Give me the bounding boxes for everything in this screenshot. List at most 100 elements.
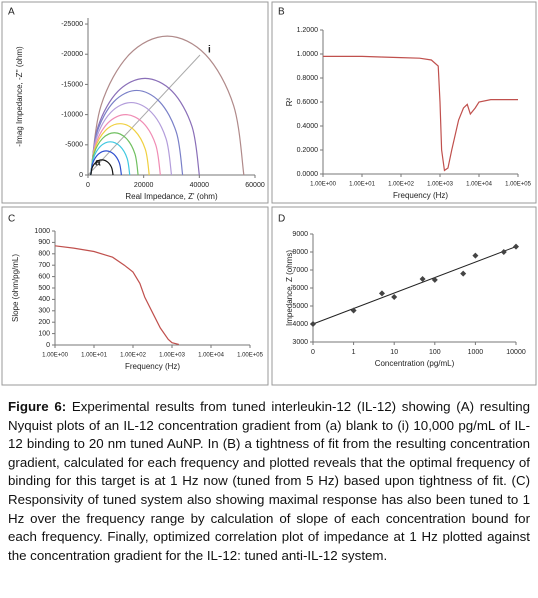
y-tick-label: 1.0000: [297, 51, 319, 58]
y-tick-label: 6000: [292, 285, 308, 292]
trend-line: [312, 246, 517, 325]
x-tick-label: 1.00E+04: [466, 182, 493, 188]
point: [419, 276, 426, 282]
y-tick-label: -20000: [61, 51, 83, 58]
point: [500, 249, 507, 255]
y-tick-label: 9000: [292, 231, 308, 238]
x-axis-title: Concentration (pg/mL): [375, 359, 455, 368]
series-line: [90, 114, 161, 176]
x-tick-label: 1.00E+02: [388, 182, 415, 188]
point: [513, 243, 519, 250]
x-tick-label: 40000: [190, 182, 210, 189]
panel-frame: [271, 1, 537, 204]
caption-label: Figure 6:: [8, 399, 67, 414]
guide-line: [87, 54, 201, 176]
series-line: [90, 132, 139, 176]
series-line: [90, 77, 200, 176]
y-tick-label: -10000: [61, 111, 83, 118]
y-tick-label: 400: [38, 296, 50, 303]
y-tick-label: 0.6000: [297, 99, 319, 106]
caption: Figure 6: Experimental results from tune…: [8, 398, 530, 565]
x-tick-label: 60000: [245, 182, 265, 189]
point: [378, 290, 385, 297]
y-tick-label: 100: [38, 330, 50, 337]
x-tick-label: 10: [390, 349, 398, 356]
x-tick-label: 10000: [506, 349, 526, 356]
y-tick-label: 7000: [292, 267, 308, 274]
y-tick-label: -25000: [61, 21, 83, 28]
annotation: a: [95, 158, 101, 169]
x-axis-title: Frequency (Hz): [125, 362, 180, 371]
point: [350, 307, 357, 314]
x-tick-label: 20000: [134, 182, 154, 189]
point: [431, 276, 438, 283]
series-line: [90, 35, 245, 176]
point: [310, 321, 316, 327]
y-tick-label: 300: [38, 308, 50, 315]
caption-text: Experimental results from tuned interleu…: [8, 399, 530, 563]
x-tick-label: 1: [352, 349, 356, 356]
x-tick-label: 1.00E+03: [159, 353, 186, 359]
x-tick-label: 1000: [468, 349, 484, 356]
x-tick-label: 1.00E+01: [349, 182, 376, 188]
x-axis-title: Real Impedance, Z' (ohm): [125, 192, 218, 201]
x-tick-label: 0: [86, 182, 90, 189]
x-tick-label: 1.00E+00: [42, 353, 69, 359]
series-line: [323, 55, 518, 172]
y-tick-label: 1.2000: [297, 27, 319, 34]
y-tick-label: 3000: [292, 339, 308, 346]
x-tick-label: 1.00E+00: [310, 182, 337, 188]
panel-letter: C: [8, 214, 15, 225]
panel-letter: A: [8, 7, 15, 18]
y-tick-label: 800: [38, 251, 50, 258]
point: [472, 252, 479, 259]
y-tick-label: 5000: [292, 303, 308, 310]
y-tick-label: 600: [38, 273, 50, 280]
y-tick-label: 0: [46, 342, 50, 349]
y-tick-label: 0.2000: [297, 147, 319, 154]
y-tick-label: 200: [38, 319, 50, 326]
annotation: i: [208, 45, 211, 56]
series-line: [90, 141, 131, 176]
series-line: [90, 159, 114, 176]
y-tick-label: 1000: [34, 228, 50, 235]
y-axis-title: Slope (ohm/pg/mL): [11, 254, 20, 322]
x-tick-label: 1.00E+05: [237, 353, 264, 359]
point: [391, 294, 398, 300]
series-line: [90, 150, 122, 176]
y-axis-title: R²: [285, 97, 294, 106]
y-axis-title: Impedance, Z (ohms): [285, 250, 294, 326]
series-line: [90, 89, 184, 176]
x-tick-label: 1.00E+03: [427, 182, 454, 188]
panel-frame: [1, 206, 269, 386]
series-line: [54, 245, 180, 346]
x-tick-label: 100: [429, 349, 441, 356]
panel-letter: B: [278, 7, 285, 18]
panel-frame: [271, 206, 537, 386]
y-tick-label: 500: [38, 285, 50, 292]
y-tick-label: 700: [38, 262, 50, 269]
x-tick-label: 1.00E+05: [505, 182, 532, 188]
point: [460, 270, 467, 277]
y-tick-label: 0: [79, 172, 83, 179]
y-tick-label: 8000: [292, 249, 308, 256]
x-tick-label: 1.00E+02: [120, 353, 147, 359]
x-tick-label: 0: [311, 349, 315, 356]
panel-letter: D: [278, 214, 285, 225]
x-tick-label: 1.00E+01: [81, 353, 108, 359]
x-axis-title: Frequency (Hz): [393, 191, 448, 200]
panel-frame: [1, 1, 269, 204]
y-tick-label: -5000: [65, 142, 83, 149]
y-tick-label: 0.0000: [297, 171, 319, 178]
y-tick-label: -15000: [61, 81, 83, 88]
y-tick-label: 900: [38, 239, 50, 246]
x-tick-label: 1.00E+04: [198, 353, 225, 359]
y-tick-label: 0.8000: [297, 75, 319, 82]
y-axis-title: -Imag Impedance, -Z'' (ohm): [15, 46, 24, 147]
series-line: [90, 101, 173, 176]
series-line: [90, 123, 150, 176]
y-tick-label: 0.4000: [297, 123, 319, 130]
y-tick-label: 4000: [292, 321, 308, 328]
